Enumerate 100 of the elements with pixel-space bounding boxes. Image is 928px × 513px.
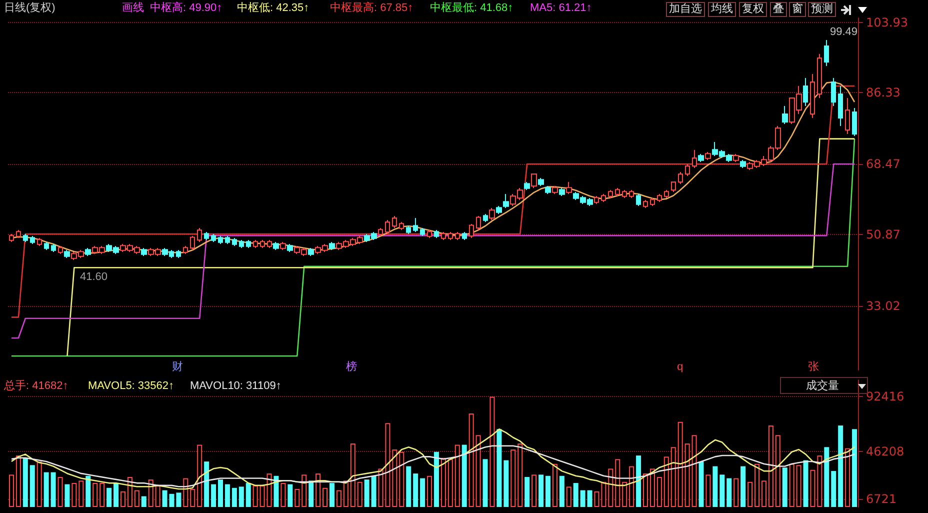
bar	[684, 444, 690, 507]
bar	[518, 444, 523, 507]
candlestick	[30, 236, 35, 244]
bar	[413, 473, 418, 507]
candlestick	[538, 178, 544, 186]
bar	[364, 479, 370, 507]
bar	[190, 489, 196, 507]
candlestick	[810, 74, 815, 118]
candlestick	[37, 238, 42, 246]
bar	[127, 477, 132, 507]
bar	[224, 484, 230, 507]
bar	[197, 444, 202, 507]
bar	[238, 486, 244, 507]
candlestick	[733, 154, 739, 162]
text: 画线	[122, 2, 144, 15]
candlestick	[615, 188, 620, 196]
bar	[343, 480, 348, 507]
bar	[524, 477, 530, 507]
bar	[92, 483, 98, 507]
bar	[726, 478, 732, 507]
text: 预测	[808, 2, 836, 17]
candlestick	[594, 196, 599, 204]
annotation: q	[677, 361, 684, 374]
candlestick	[469, 224, 474, 238]
candlestick	[531, 174, 537, 188]
candlestick	[308, 248, 314, 256]
bar	[357, 482, 362, 507]
candlestick	[622, 190, 627, 198]
bar	[490, 396, 495, 507]
bar	[106, 488, 112, 507]
candlestick	[524, 182, 530, 190]
y-tick-label: 33.02	[866, 298, 900, 313]
candlestick	[692, 150, 697, 168]
text: 中枢高: 49.90↑	[150, 2, 222, 15]
bar	[288, 484, 293, 507]
candlestick	[141, 248, 147, 256]
bar	[748, 482, 753, 507]
bar	[636, 455, 642, 507]
bar	[218, 479, 223, 507]
annotation: 总手: 41682↑	[4, 380, 68, 393]
bar	[622, 482, 628, 507]
bar	[134, 490, 140, 507]
line-series	[10, 445, 856, 488]
bar	[141, 496, 146, 507]
candlestick	[698, 154, 704, 162]
text: 叠	[770, 2, 787, 17]
candlestick	[503, 194, 509, 208]
candlestick	[845, 98, 850, 134]
bar	[706, 474, 711, 507]
candlestick	[232, 238, 237, 246]
annotation: 99.49	[830, 26, 858, 39]
bar	[698, 461, 704, 507]
bar	[448, 459, 453, 507]
bar	[580, 490, 586, 507]
line-series	[10, 85, 856, 318]
annotation: 张	[808, 361, 819, 374]
bar	[246, 483, 251, 507]
y-tick-label: 92416	[866, 389, 904, 404]
candlestick	[260, 240, 265, 248]
candlestick	[406, 226, 411, 234]
bar	[789, 464, 794, 507]
candlestick	[671, 182, 676, 192]
candlestick	[392, 216, 397, 228]
bar	[30, 465, 35, 507]
candlestick	[190, 236, 195, 250]
bar	[803, 460, 808, 507]
bar	[385, 423, 390, 507]
candlestick	[204, 232, 209, 240]
bar	[211, 484, 216, 507]
candlestick	[427, 230, 432, 238]
bar	[594, 491, 600, 507]
candlestick	[559, 188, 565, 196]
candlestick	[685, 164, 690, 176]
candlestick	[211, 234, 216, 242]
bar	[545, 476, 550, 507]
bar	[462, 444, 467, 507]
text: MA5: 61.21↑	[530, 2, 592, 15]
bar	[183, 478, 188, 507]
bar	[392, 449, 398, 507]
candlestick	[399, 222, 404, 230]
bar	[454, 444, 460, 507]
bar	[608, 468, 614, 507]
candlestick	[489, 208, 495, 220]
bar	[482, 459, 488, 507]
candlestick	[601, 194, 606, 202]
bar	[538, 474, 544, 507]
bar	[664, 456, 669, 507]
candlestick	[23, 234, 28, 242]
bar	[650, 468, 655, 507]
bar	[16, 455, 21, 507]
bar	[796, 465, 802, 507]
bar	[72, 483, 77, 507]
text: 均线	[708, 2, 736, 17]
bar	[78, 480, 84, 507]
bar	[566, 486, 572, 507]
candlestick	[483, 214, 488, 222]
candlestick	[267, 240, 272, 248]
bar	[587, 490, 592, 507]
bar	[378, 468, 384, 507]
bar	[468, 414, 474, 507]
